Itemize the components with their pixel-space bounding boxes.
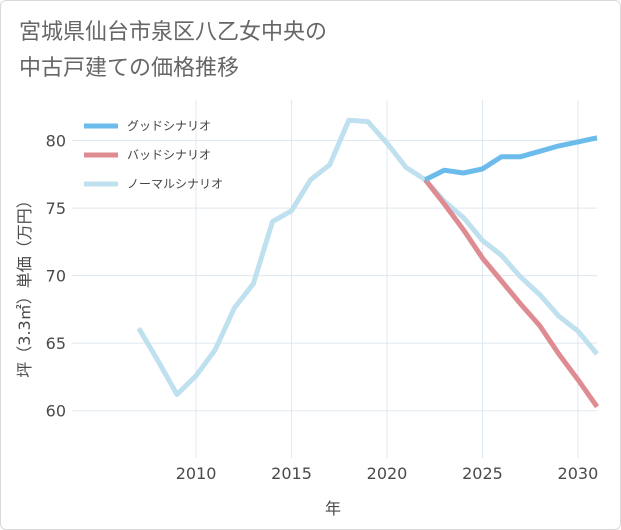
bad-scenario-line	[423, 178, 600, 409]
grid-lines	[72, 100, 597, 458]
x-tick-label: 2010	[176, 464, 217, 483]
y-tick-label: 70	[46, 267, 66, 286]
y-axis-title: 坪（3.3㎡）単価（万円）	[15, 192, 34, 377]
legend-label: バッドシナリオ	[127, 148, 211, 162]
legend-normal-scenario: ノーマルシナリオ	[84, 177, 223, 191]
y-tick-label: 80	[46, 132, 66, 151]
series-lines	[136, 117, 600, 409]
legend-label: グッドシナリオ	[127, 119, 211, 133]
x-tick-label: 2025	[462, 464, 503, 483]
chart-title-line-1: 宮城県仙台市泉区八乙女中央の	[19, 20, 328, 45]
x-tick-label: 2030	[558, 464, 599, 483]
legend-bad-scenario: バッドシナリオ	[84, 148, 211, 162]
x-tick-label: 2020	[367, 464, 408, 483]
legend-good-scenario: グッドシナリオ	[84, 119, 211, 133]
normal-scenario-line	[136, 117, 599, 397]
y-axis-ticks: 60 65 70 75 80	[46, 132, 66, 421]
x-tick-label: 2015	[271, 464, 312, 483]
x-axis-ticks: 2010 2015 2020 2025 2030	[176, 464, 599, 483]
good-scenario-line	[424, 135, 598, 182]
y-tick-label: 75	[46, 199, 66, 218]
legend-label: ノーマルシナリオ	[127, 177, 223, 191]
x-axis-title: 年	[325, 499, 341, 518]
chart-title: 宮城県仙台市泉区八乙女中央の 中古戸建ての価格推移	[19, 15, 539, 87]
y-tick-label: 65	[46, 334, 66, 353]
y-tick-label: 60	[46, 402, 66, 421]
chart-title-line-2: 中古戸建ての価格推移	[19, 56, 240, 81]
